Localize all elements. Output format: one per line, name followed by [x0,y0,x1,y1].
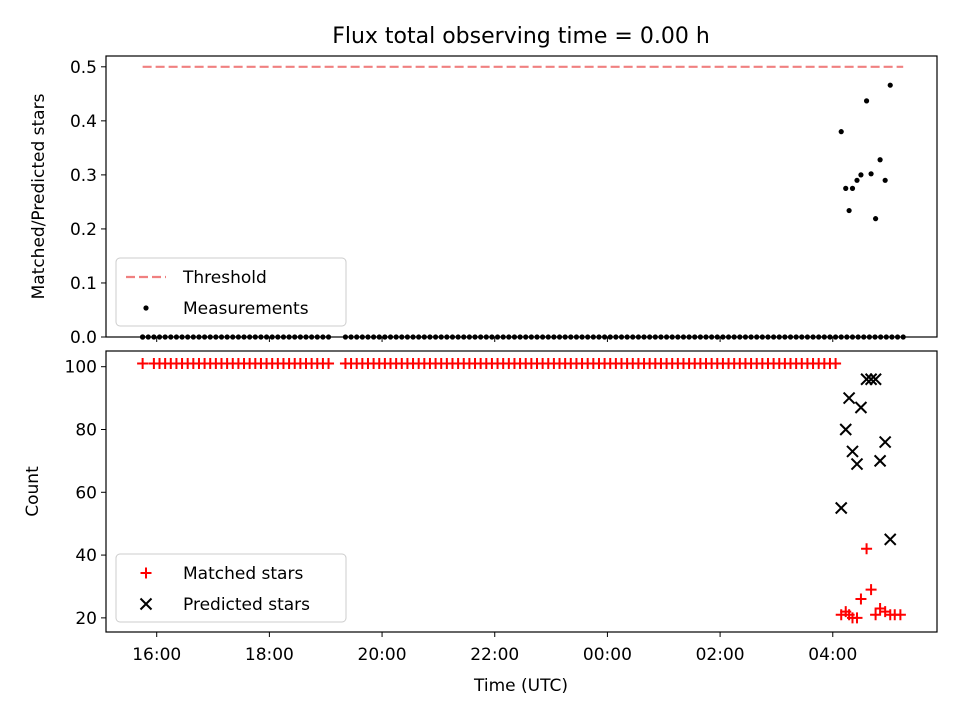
y-tick-label: 0.4 [70,112,97,132]
x-tick-label: 00:00 [583,645,632,665]
legend-label: Measurements [183,299,309,319]
y-tick-label: 0.5 [70,58,97,78]
measurement-point [863,98,870,104]
matched-star-point [855,593,867,605]
y-axis-label: Matched/Predicted stars [29,93,49,299]
predicted-star-point [864,373,878,386]
y-tick-label: 100 [65,358,97,378]
y-tick-label: 20 [75,609,97,629]
y-tick-label: 40 [75,546,97,566]
predicted-star-point [860,373,873,386]
predicted-star-point [873,454,887,468]
matched-star-point [851,612,863,624]
bottom-panel: 16:00 18:00 20:00 22:00 00:00 02:00 04:00 20 40 6… [23,350,938,665]
predicted-star-point [869,373,882,386]
predicted-star-point [835,501,848,515]
measurement-point [854,177,860,183]
predicted-star-point [878,435,892,449]
y-axis-label: Count [23,466,43,517]
x-tick-label: 18:00 [245,645,294,665]
legend-box [115,257,347,327]
matched-star-point [865,584,877,596]
measurement-point [838,129,844,135]
predicted-star-point [854,401,868,414]
y-tick-label: 80 [75,420,97,440]
chart-title: Flux total observing time = 0.00 h [332,24,710,49]
x-tick-label: 22:00 [470,645,519,665]
measurement-point [858,172,864,178]
x-tick-label: 20:00 [358,645,407,665]
legend-label: Matched stars [183,564,303,584]
y-tick-label: 0.2 [70,220,97,240]
axes-frame [105,350,938,633]
axes-frame [105,55,938,338]
predicted-star-point [839,423,852,436]
measurement-point [868,171,874,177]
legend-matched-handle [140,567,152,579]
predicted-star-point [846,445,859,458]
y-tick-label: 0.0 [70,328,97,348]
x-tick-label: 04:00 [808,645,857,665]
matched-star-point [870,609,882,621]
x-axis-label: Time (UTC) [473,676,568,696]
matched-star-point [137,358,149,370]
y-tick-label: 0.3 [70,166,97,186]
legend-box [115,553,347,623]
matched-star-point [323,358,335,370]
predicted-star-point [850,457,864,471]
predicted-star-point [884,533,897,546]
y-tick-label: 60 [75,483,97,503]
measurement-point [872,216,879,222]
measurement-point [887,82,893,88]
legend-predicted-handle [139,597,153,611]
measurement-point [849,185,856,191]
y-tick-label: 0.1 [70,274,97,294]
x-tick-label: 02:00 [696,645,745,665]
predicted-star-point [842,391,856,405]
measurement-point [843,185,849,191]
top-panel: 0.0 0.1 0.2 0.3 0.4 0.5 Matched/Predicted star… [29,55,938,348]
matched-star-point [830,358,842,370]
legend-label: Threshold [182,268,267,288]
bottom-plot-marks [137,358,906,624]
measurement-point [882,177,888,183]
legend-measurement-handle [143,305,149,311]
legend-label: Predicted stars [183,595,310,615]
matched-star-point [861,543,873,555]
x-tick-label: 16:00 [132,645,181,665]
matched-star-point [894,609,906,621]
measurement-point [846,207,852,214]
measurement-point [877,157,883,163]
